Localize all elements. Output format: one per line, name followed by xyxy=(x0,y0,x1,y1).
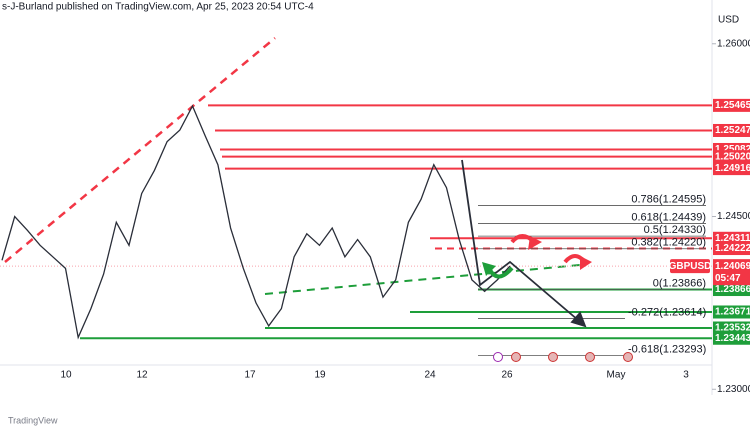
event-icon[interactable] xyxy=(511,352,521,362)
symbol-box xyxy=(670,259,710,274)
level-label: 1.23866 xyxy=(715,284,750,295)
bear-arrow-head xyxy=(580,256,592,270)
fib-label: -0.618(1.23293) xyxy=(628,343,706,355)
currency: USD xyxy=(718,15,739,26)
bear-arrow-head xyxy=(528,236,542,250)
level-label: 1.23671 xyxy=(715,307,750,318)
price-line xyxy=(1,104,511,340)
x-tick-label: 12 xyxy=(136,370,148,381)
bull-arrow xyxy=(488,266,514,279)
level-box xyxy=(713,283,750,297)
y-tick-label: 1.26000 xyxy=(717,38,750,49)
level-box xyxy=(713,321,750,335)
level-label: 1.25247 xyxy=(715,125,750,136)
level-box xyxy=(713,162,750,176)
author-line: s-J-Burland published on TradingView.com… xyxy=(2,2,314,13)
countdown: 05:47 xyxy=(715,273,741,284)
arrow-head xyxy=(570,311,587,328)
x-tick-label: 3 xyxy=(683,370,689,381)
level-label: 1.24222 xyxy=(715,243,750,254)
x-tick-label: May xyxy=(607,370,626,381)
event-icon[interactable] xyxy=(548,352,558,362)
fib-label: 0.382(1.24220) xyxy=(631,237,706,249)
x-tick-label: 26 xyxy=(501,370,513,381)
symbol-label: GBPUSD xyxy=(669,261,712,272)
level-label: 1.25020 xyxy=(715,151,750,162)
resistance-trendline xyxy=(4,37,276,263)
current-price-label: 1.24069 xyxy=(715,261,750,272)
footer xyxy=(0,412,750,430)
event-icon[interactable] xyxy=(585,352,595,362)
level-box xyxy=(713,305,750,319)
level-label: 1.23532 xyxy=(715,323,750,334)
fib-label: 0.618(1.24439) xyxy=(631,211,706,223)
current-price-box xyxy=(713,259,750,286)
x-tick-label: 17 xyxy=(244,370,256,381)
level-box xyxy=(713,98,750,112)
level-label: 1.23443 xyxy=(715,333,750,344)
level-box xyxy=(713,150,750,164)
y-tick-label: 1.24500 xyxy=(717,211,750,222)
x-tick-label: 19 xyxy=(314,370,326,381)
x-tick-label: 10 xyxy=(60,370,72,381)
level-box xyxy=(713,331,750,345)
event-icon[interactable] xyxy=(493,352,503,362)
level-box xyxy=(713,231,750,245)
level-label: 1.24311 xyxy=(715,233,750,244)
level-label: 1.24916 xyxy=(715,163,750,174)
level-label: 1.25082 xyxy=(715,144,750,155)
fib-label: 0.786(1.24595) xyxy=(631,193,706,205)
fib-label: 0.5(1.24330) xyxy=(644,224,706,236)
level-box xyxy=(713,242,750,256)
footer-logo: TradingView xyxy=(8,415,58,425)
bull-arrow-head xyxy=(482,262,496,276)
level-box xyxy=(713,123,750,137)
fib-label: 0(1.23866) xyxy=(653,277,706,289)
event-icon[interactable] xyxy=(623,352,633,362)
fib-label: -0.272(1.23614) xyxy=(628,306,706,318)
support-trendline xyxy=(264,264,581,295)
y-tick-label: 1.23000 xyxy=(717,384,750,395)
level-label: 1.25465 xyxy=(715,100,750,111)
x-tick-label: 24 xyxy=(424,370,436,381)
